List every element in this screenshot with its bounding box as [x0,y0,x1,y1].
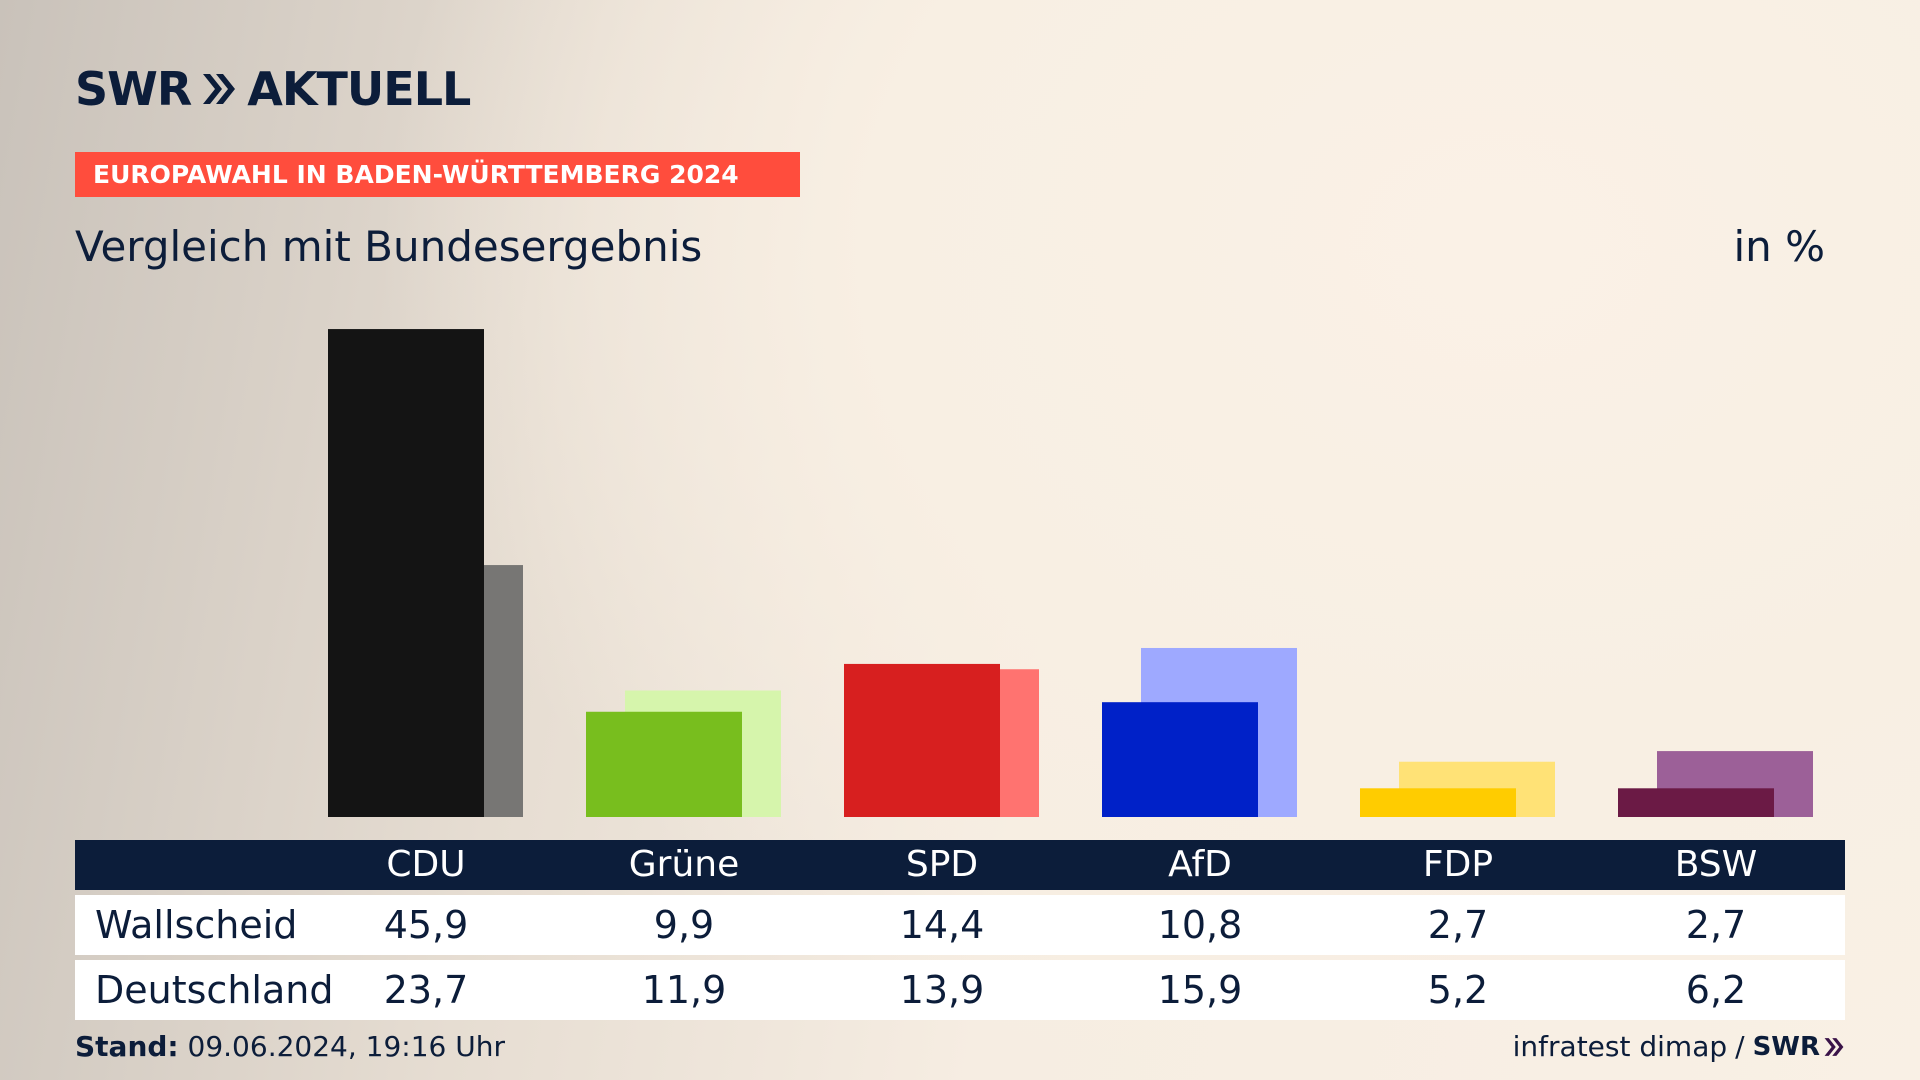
double-chevron-icon [203,74,236,104]
row-label: Deutschland [95,968,334,1012]
kicker-banner: EUROPAWAHL IN BADEN-WÜRTTEMBERG 2024 [75,152,800,197]
bar-wallscheid-cdu [328,329,484,817]
cell-grüne: 9,9 [653,903,715,947]
cell-bsw: 6,2 [1685,968,1747,1012]
header-cdu: CDU [386,844,466,885]
header-afd: AfD [1168,844,1232,885]
header-bsw: BSW [1674,844,1758,885]
swr-small-logo: SWR [1753,1032,1845,1062]
swr-aktuell-logo: SWR AKTUELL [75,62,471,116]
cell-cdu: 23,7 [383,968,469,1012]
cell-grüne: 11,9 [641,968,727,1012]
header-fdp: FDP [1422,844,1494,885]
results-table: CDU Grüne SPD AfD FDP BSW Wallscheid 45,9 9,9 1… [75,840,1845,1020]
source-credit: infratest dimap / SWR [1513,1030,1845,1063]
swr-small-text: SWR [1752,1031,1820,1062]
cell-bsw: 2,7 [1685,903,1747,947]
cell-cdu: 45,9 [383,903,469,947]
cell-fdp: 5,2 [1427,968,1489,1012]
source-name: infratest dimap [1512,1030,1728,1063]
cell-spd: 14,4 [899,903,985,947]
table-row-deutschland: Deutschland 23,7 11,9 13,9 15,9 5,2 6,2 [75,960,1845,1020]
bar-wallscheid-fdp [1360,788,1516,817]
table-row-wallscheid: Wallscheid 45,9 9,9 14,4 10,8 2,7 2,7 [75,895,1845,955]
double-chevron-small-icon [1824,1037,1844,1056]
header-spd: SPD [905,844,979,885]
bar-wallscheid-grüne [586,711,742,817]
logo-swr-text: SWR [75,62,192,116]
logo-aktuell-text: AKTUELL [247,62,471,116]
bar-wallscheid-bsw [1618,788,1774,817]
cell-spd: 13,9 [899,968,985,1012]
bar-wallscheid-afd [1102,702,1258,817]
header-grüne: Grüne [628,844,740,885]
bar-chart [328,329,1813,817]
timestamp: Stand: 09.06.2024, 19:16 Uhr [75,1030,505,1063]
table-header: CDU Grüne SPD AfD FDP BSW [75,840,1845,890]
stand-label: Stand: [75,1030,179,1063]
cell-afd: 10,8 [1157,903,1243,947]
cell-fdp: 2,7 [1427,903,1489,947]
chart-subtitle: Vergleich mit Bundesergebnis [75,222,703,271]
row-label: Wallscheid [95,903,298,947]
cell-afd: 15,9 [1157,968,1243,1012]
unit-label: in % [1733,222,1825,271]
bar-wallscheid-spd [844,663,1000,817]
source-separator: / [1735,1030,1745,1063]
stand-value: 09.06.2024, 19:16 Uhr [187,1030,505,1063]
